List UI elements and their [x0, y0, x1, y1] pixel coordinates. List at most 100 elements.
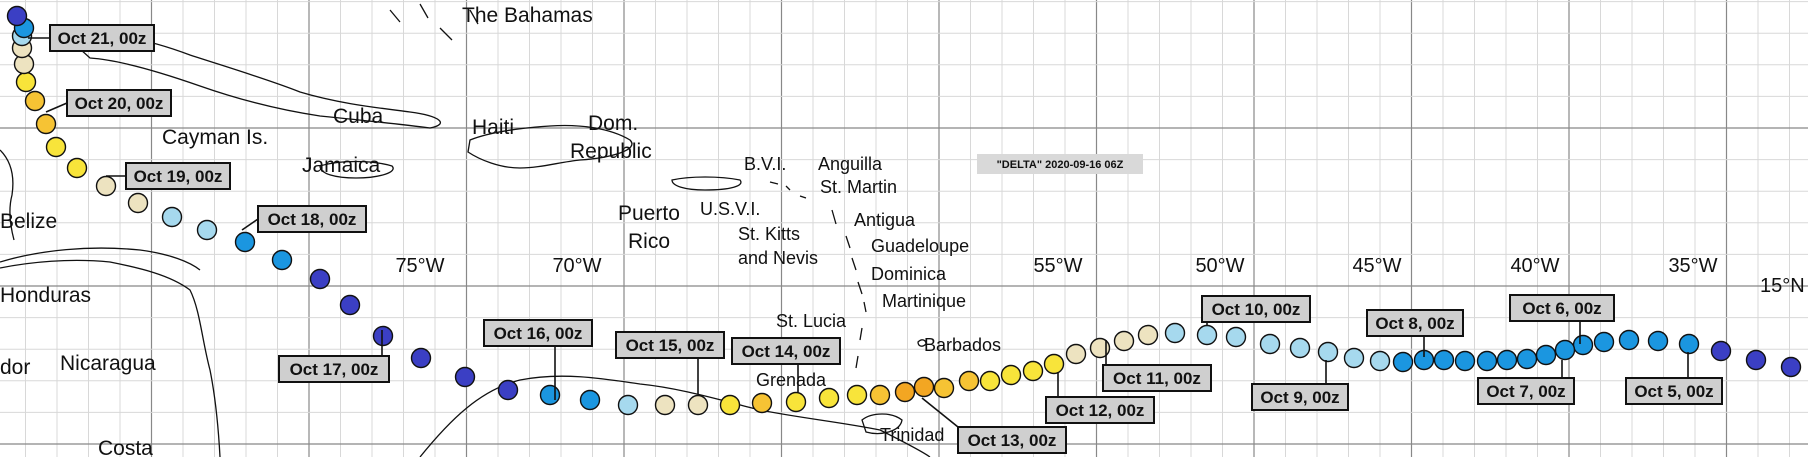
- time-label-text: Oct 6, 00z: [1522, 299, 1601, 318]
- track-point: [161, 206, 183, 228]
- track-point: [1137, 324, 1159, 346]
- track-point: [751, 392, 773, 414]
- time-label-text: Oct 17, 00z: [290, 360, 379, 379]
- track-point: [1196, 324, 1218, 346]
- jamaica-outline: [319, 160, 394, 179]
- time-label-text: Oct 20, 00z: [75, 94, 164, 113]
- lon-label-40w: 40°W: [1510, 255, 1559, 277]
- track-point: [654, 394, 676, 416]
- track-point: [1476, 350, 1498, 372]
- place-st-kitts: St. Kitts: [738, 224, 800, 244]
- place-the-bahamas: The Bahamas: [462, 4, 593, 27]
- track-point: [127, 192, 149, 214]
- track-point: [339, 294, 361, 316]
- track-point: [1535, 344, 1557, 366]
- time-label: Oct 14, 00z: [731, 337, 841, 392]
- place-st-lucia: St. Lucia: [776, 311, 847, 331]
- track-point: [1496, 349, 1518, 371]
- lon-label-35w: 35°W: [1668, 255, 1717, 277]
- track-point: [1780, 356, 1802, 378]
- lon-label-45w: 45°W: [1352, 255, 1401, 277]
- time-label: Oct 20, 00z: [45, 89, 172, 117]
- track-point: [1433, 349, 1455, 371]
- track-point: [1089, 337, 1111, 359]
- track-point: [846, 384, 868, 406]
- track-point: [933, 377, 955, 399]
- lon-label-50w: 50°W: [1195, 255, 1244, 277]
- place-guadeloupe: Guadeloupe: [871, 236, 969, 256]
- axis-labels: 75°W 70°W 55°W 50°W 45°W 40°W 35°W 15°N: [395, 255, 1804, 297]
- track-point: [539, 384, 561, 406]
- run-label: "DELTA" 2020-09-16 06Z: [997, 159, 1124, 171]
- track-point: [894, 381, 916, 403]
- time-label-text: Oct 10, 00z: [1212, 300, 1301, 319]
- track-point: [372, 325, 394, 347]
- place-barbados: Barbados: [924, 335, 1001, 355]
- time-labels: Oct 5, 00z Oct 6, 00z Oct 7, 00z Oct 8, 00z…: [28, 24, 1723, 454]
- place-puerto: Puerto: [618, 202, 680, 225]
- track-point: [6, 5, 28, 27]
- track-point: [234, 231, 256, 253]
- track-point: [869, 384, 891, 406]
- track-point: [1164, 322, 1186, 344]
- time-label-text: Oct 15, 00z: [626, 336, 715, 355]
- track-point: [1317, 341, 1339, 363]
- time-label-text: Oct 8, 00z: [1375, 314, 1454, 333]
- track-point: [913, 376, 935, 398]
- time-label: Oct 8, 00z: [1366, 309, 1464, 357]
- hispaniola-outline: [467, 124, 633, 169]
- track-point: [1259, 333, 1281, 355]
- time-label: Oct 6, 00z: [1509, 294, 1615, 344]
- time-label: Oct 5, 00z: [1625, 352, 1723, 405]
- track-point: [1343, 347, 1365, 369]
- cuba-outline: [68, 35, 442, 129]
- lon-label-75w: 75°W: [395, 255, 444, 277]
- time-label: Oct 13, 00z: [921, 397, 1067, 454]
- time-label-text: Oct 13, 00z: [968, 431, 1057, 450]
- track-point: [196, 219, 218, 241]
- track-point: [1745, 349, 1767, 371]
- time-label-text: Oct 11, 00z: [1113, 369, 1201, 388]
- place-dominica: Dominica: [871, 264, 947, 284]
- lon-label-55w: 55°W: [1033, 255, 1082, 277]
- place-usvi: U.S.V.I.: [700, 199, 760, 219]
- place-trinidad: Trinidad: [880, 425, 944, 445]
- track-point: [1392, 351, 1414, 373]
- lat-label-15n: 15°N: [1760, 275, 1805, 297]
- time-label: Oct 19, 00z: [106, 162, 231, 190]
- time-label-text: Oct 5, 00z: [1634, 382, 1713, 401]
- place-cuba: Cuba: [333, 105, 384, 128]
- place-rico: Rico: [628, 230, 670, 253]
- time-label-text: Oct 14, 00z: [742, 342, 831, 361]
- time-label-text: Oct 7, 00z: [1486, 382, 1565, 401]
- track-point: [687, 394, 709, 416]
- honduras-coast: [0, 247, 201, 271]
- track-point: [1289, 337, 1311, 359]
- time-label-text: Oct 19, 00z: [134, 167, 223, 186]
- time-label: Oct 16, 00z: [483, 319, 593, 400]
- time-label-text: Oct 21, 00z: [58, 29, 147, 48]
- puerto-rico-outline: [671, 176, 742, 191]
- time-label: Oct 15, 00z: [615, 331, 725, 394]
- track-point: [1593, 331, 1615, 353]
- lesser-antilles: [831, 209, 927, 369]
- trinidad-outline: [861, 413, 903, 435]
- place-st-martin: St. Martin: [820, 177, 897, 197]
- time-label-text: Oct 12, 00z: [1056, 401, 1145, 420]
- run-label-box: "DELTA" 2020-09-16 06Z: [977, 154, 1143, 174]
- place-and-nevis: and Nevis: [738, 248, 818, 268]
- place-antigua: Antigua: [854, 210, 916, 230]
- track-point: [66, 157, 88, 179]
- track-point: [818, 387, 840, 409]
- track-point: [15, 71, 37, 93]
- place-belize: Belize: [0, 210, 57, 233]
- time-label-text: Oct 16, 00z: [494, 324, 583, 343]
- time-label: Oct 17, 00z: [278, 330, 390, 383]
- time-label: Oct 9, 00z: [1251, 360, 1349, 411]
- track-point: [410, 347, 432, 369]
- time-label: Oct 7, 00z: [1477, 360, 1575, 405]
- lon-label-70w: 70°W: [552, 255, 601, 277]
- place-costa: Costa: [98, 437, 153, 457]
